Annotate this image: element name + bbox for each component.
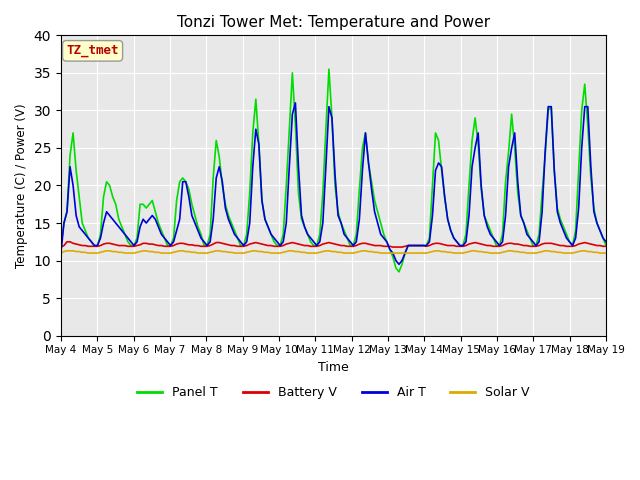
Panel T [57,243,65,249]
Solar V [124,250,132,256]
Panel T [590,205,598,211]
Air T [121,231,129,237]
X-axis label: Time: Time [318,361,349,374]
Battery V [69,240,77,246]
Solar V [173,249,180,254]
Legend: Panel T, Battery V, Air T, Solar V: Panel T, Battery V, Air T, Solar V [132,382,535,405]
Air T [292,100,300,106]
Panel T [66,153,74,158]
Y-axis label: Temperature (C) / Power (V): Temperature (C) / Power (V) [15,103,28,268]
Air T [57,250,65,256]
Battery V [57,244,65,250]
Solar V [268,250,275,256]
Panel T [602,243,610,249]
Panel T [264,224,272,229]
Title: Tonzi Tower Met: Temperature and Power: Tonzi Tower Met: Temperature and Power [177,15,490,30]
Text: TZ_tmet: TZ_tmet [67,44,119,57]
Solar V [602,250,610,256]
Panel T [170,235,177,241]
Line: Air T: Air T [61,103,606,264]
Solar V [57,250,65,256]
Solar V [63,248,71,254]
Battery V [63,239,71,245]
Battery V [173,241,180,247]
Air T [602,239,610,245]
Panel T [325,66,333,72]
Solar V [587,249,595,254]
Air T [264,224,272,229]
Air T [547,104,555,109]
Panel T [547,104,555,109]
Battery V [124,243,132,249]
Solar V [545,248,552,254]
Air T [66,164,74,169]
Battery V [545,240,552,246]
Air T [395,262,403,267]
Panel T [395,269,403,275]
Solar V [69,248,77,254]
Line: Battery V: Battery V [61,242,606,247]
Line: Panel T: Panel T [61,69,606,272]
Battery V [602,243,610,249]
Battery V [268,243,275,249]
Battery V [587,241,595,247]
Panel T [121,231,129,237]
Air T [590,209,598,215]
Line: Solar V: Solar V [61,251,606,253]
Air T [170,239,177,245]
